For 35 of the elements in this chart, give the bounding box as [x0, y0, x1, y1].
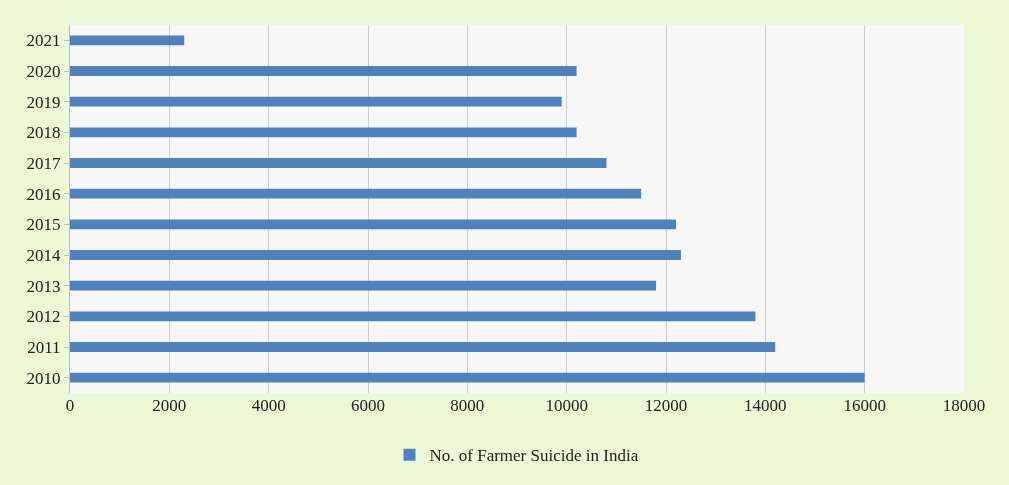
y-tick-label: 2014	[26, 245, 62, 265]
y-tick-label: 2016	[26, 184, 61, 204]
x-tick-label: 2000	[152, 396, 187, 415]
y-tick-label: 2015	[26, 215, 61, 235]
y-tick-label: 2021	[26, 31, 61, 51]
x-tick-label: 18000	[942, 396, 986, 415]
bar	[70, 280, 657, 291]
y-tick-label: 2011	[27, 337, 61, 357]
x-tick-label: 0	[65, 396, 75, 415]
bar	[70, 342, 776, 352]
x-tick-label: 12000	[644, 396, 688, 415]
y-tick-label: 2020	[26, 61, 61, 81]
bar	[70, 250, 681, 260]
x-tick-label: 6000	[351, 396, 385, 415]
bar	[70, 127, 577, 138]
x-tick-label: 8000	[450, 396, 485, 415]
bar	[70, 35, 185, 46]
y-tick-label: 2018	[26, 123, 61, 143]
bar	[70, 158, 607, 168]
y-tick-label: 2017	[26, 153, 62, 173]
y-tick-label: 2010	[26, 368, 61, 388]
bar	[70, 372, 865, 383]
bar	[70, 66, 577, 76]
bar	[70, 219, 676, 230]
x-tick-label: 14000	[744, 396, 787, 415]
x-tick-label: 16000	[843, 396, 886, 415]
legend-label: No. of Farmer Suicide in India	[429, 446, 639, 466]
y-tick-label: 2019	[26, 92, 61, 112]
x-tick-label: 10000	[545, 396, 588, 415]
x-tick-label: 4000	[251, 396, 286, 415]
y-tick-label: 2012	[26, 307, 61, 327]
y-tick-label: 2013	[26, 276, 61, 296]
bar	[70, 96, 562, 107]
bar	[70, 311, 756, 322]
bar	[70, 188, 642, 199]
